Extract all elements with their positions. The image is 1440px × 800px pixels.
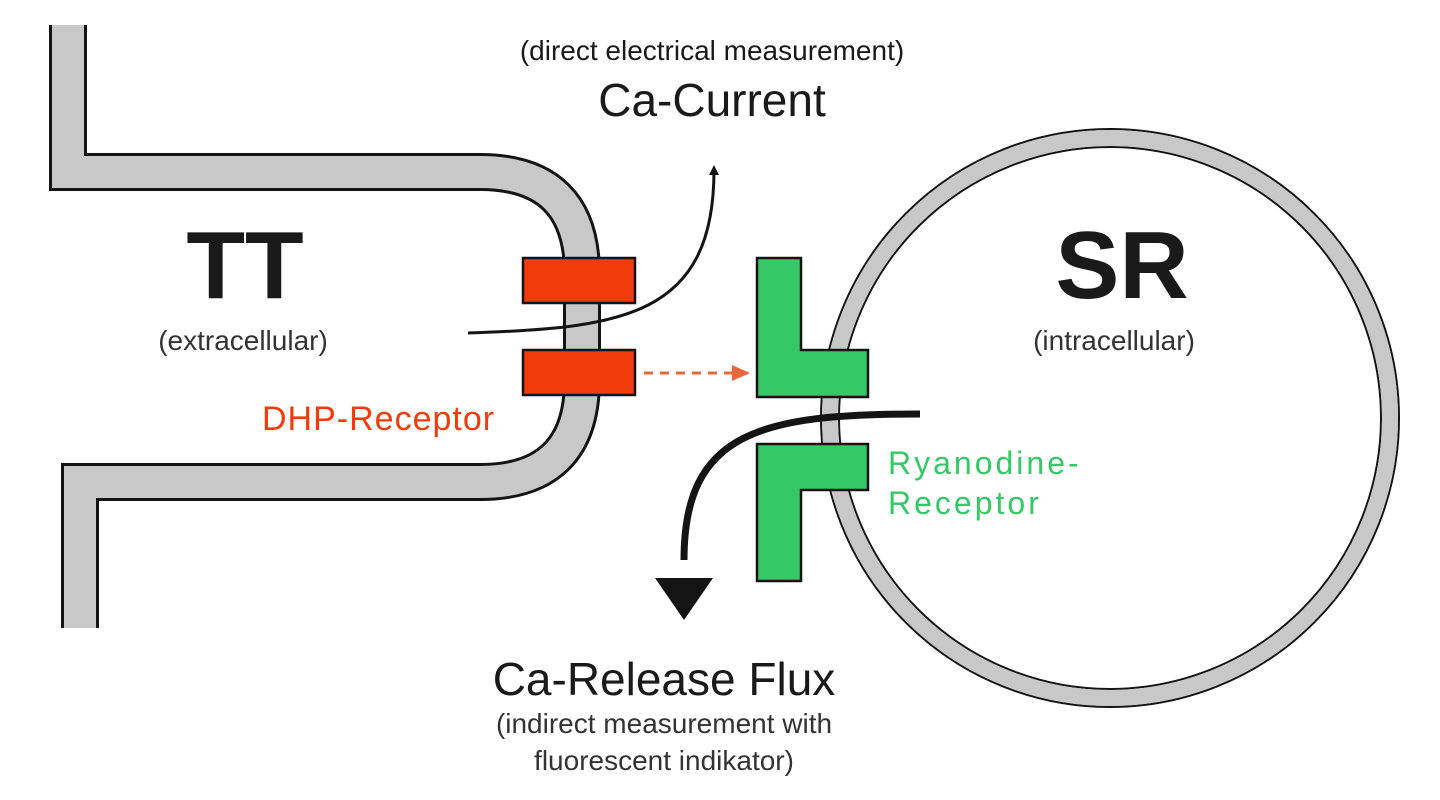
ca-release-arrow	[655, 410, 921, 620]
ryanodine-receptor	[755, 256, 870, 583]
ryanodine-receptor-lower	[755, 442, 870, 583]
dhp-receptor-upper	[521, 256, 637, 305]
ca-current-label: Ca-Current	[598, 74, 826, 126]
tt-label: TT	[186, 212, 303, 319]
tt-membrane	[49, 25, 601, 628]
sr-sub-label: (intracellular)	[1033, 325, 1195, 356]
ca-release-arrowhead	[655, 578, 713, 620]
release-flux-note-line1: (indirect measurement with	[496, 708, 832, 739]
ryanodine-receptor-label-line1: Ryanodine-	[888, 445, 1082, 481]
dhp-receptor-label: DHP-Receptor	[262, 400, 495, 438]
dhp-receptor-lower	[521, 348, 637, 397]
release-flux-label: Ca-Release Flux	[493, 653, 836, 705]
ca-current-note: (direct electrical measurement)	[520, 35, 904, 66]
dhp-receptor	[521, 256, 637, 397]
ca-current-arrow	[467, 165, 719, 335]
sr-label: SR	[1055, 212, 1188, 319]
ryanodine-receptor-label-line2: Receptor	[888, 485, 1042, 521]
tt-sub-label: (extracellular)	[158, 325, 328, 356]
sr-membrane	[820, 128, 1400, 708]
ryanodine-receptor-upper	[755, 256, 870, 399]
release-flux-note-line2: fluorescent indikator)	[534, 745, 794, 776]
